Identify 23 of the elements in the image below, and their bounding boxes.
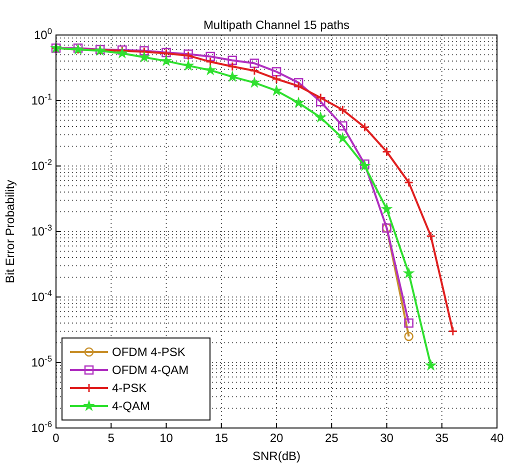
x-axis-title: SNR(dB) xyxy=(252,449,301,463)
x-tick-label: 30 xyxy=(380,431,394,445)
x-tick-label: 10 xyxy=(160,431,174,445)
y-tick-label: 10$^{-5}$ xyxy=(31,354,52,370)
legend-label: 4-QAM xyxy=(112,399,150,413)
y-tick-label: 10$^{0}$ xyxy=(34,26,52,42)
x-tick-label: 20 xyxy=(270,431,284,445)
x-tick-label: 5 xyxy=(108,431,115,445)
y-tick-label: 10$^{-1}$ xyxy=(31,92,52,108)
y-tick-label: 10$^{-4}$ xyxy=(31,288,52,304)
x-tick-label: 40 xyxy=(490,431,504,445)
y-tick-label: 10$^{-3}$ xyxy=(31,222,52,238)
x-tick-label: 25 xyxy=(324,431,339,445)
x-tick-label: 0 xyxy=(52,431,60,445)
x-tick-label: 15 xyxy=(214,431,228,445)
legend-label: OFDM 4-QAM xyxy=(112,363,189,377)
y-tick-label: 10$^{-2}$ xyxy=(31,157,52,173)
legend-label: 4-PSK xyxy=(112,381,147,395)
x-tick-label: 35 xyxy=(435,431,449,445)
y-tick-label: 10$^{-6}$ xyxy=(31,419,52,435)
y-axis-title: Bit Error Probability xyxy=(3,180,17,284)
legend-label: OFDM 4-PSK xyxy=(112,345,186,359)
chart-title: Multipath Channel 15 paths xyxy=(203,18,350,32)
